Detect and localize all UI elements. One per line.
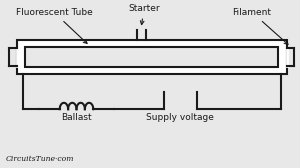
Text: CircuitsTune·com: CircuitsTune·com bbox=[6, 155, 74, 163]
Bar bbox=[26, 47, 278, 67]
Text: Starter: Starter bbox=[128, 4, 160, 25]
Text: Fluorescent Tube: Fluorescent Tube bbox=[16, 8, 92, 44]
Text: Ballast: Ballast bbox=[61, 113, 92, 122]
Text: Filament: Filament bbox=[232, 8, 288, 44]
Text: Supply voltage: Supply voltage bbox=[146, 113, 214, 122]
Bar bbox=[16, 40, 286, 74]
